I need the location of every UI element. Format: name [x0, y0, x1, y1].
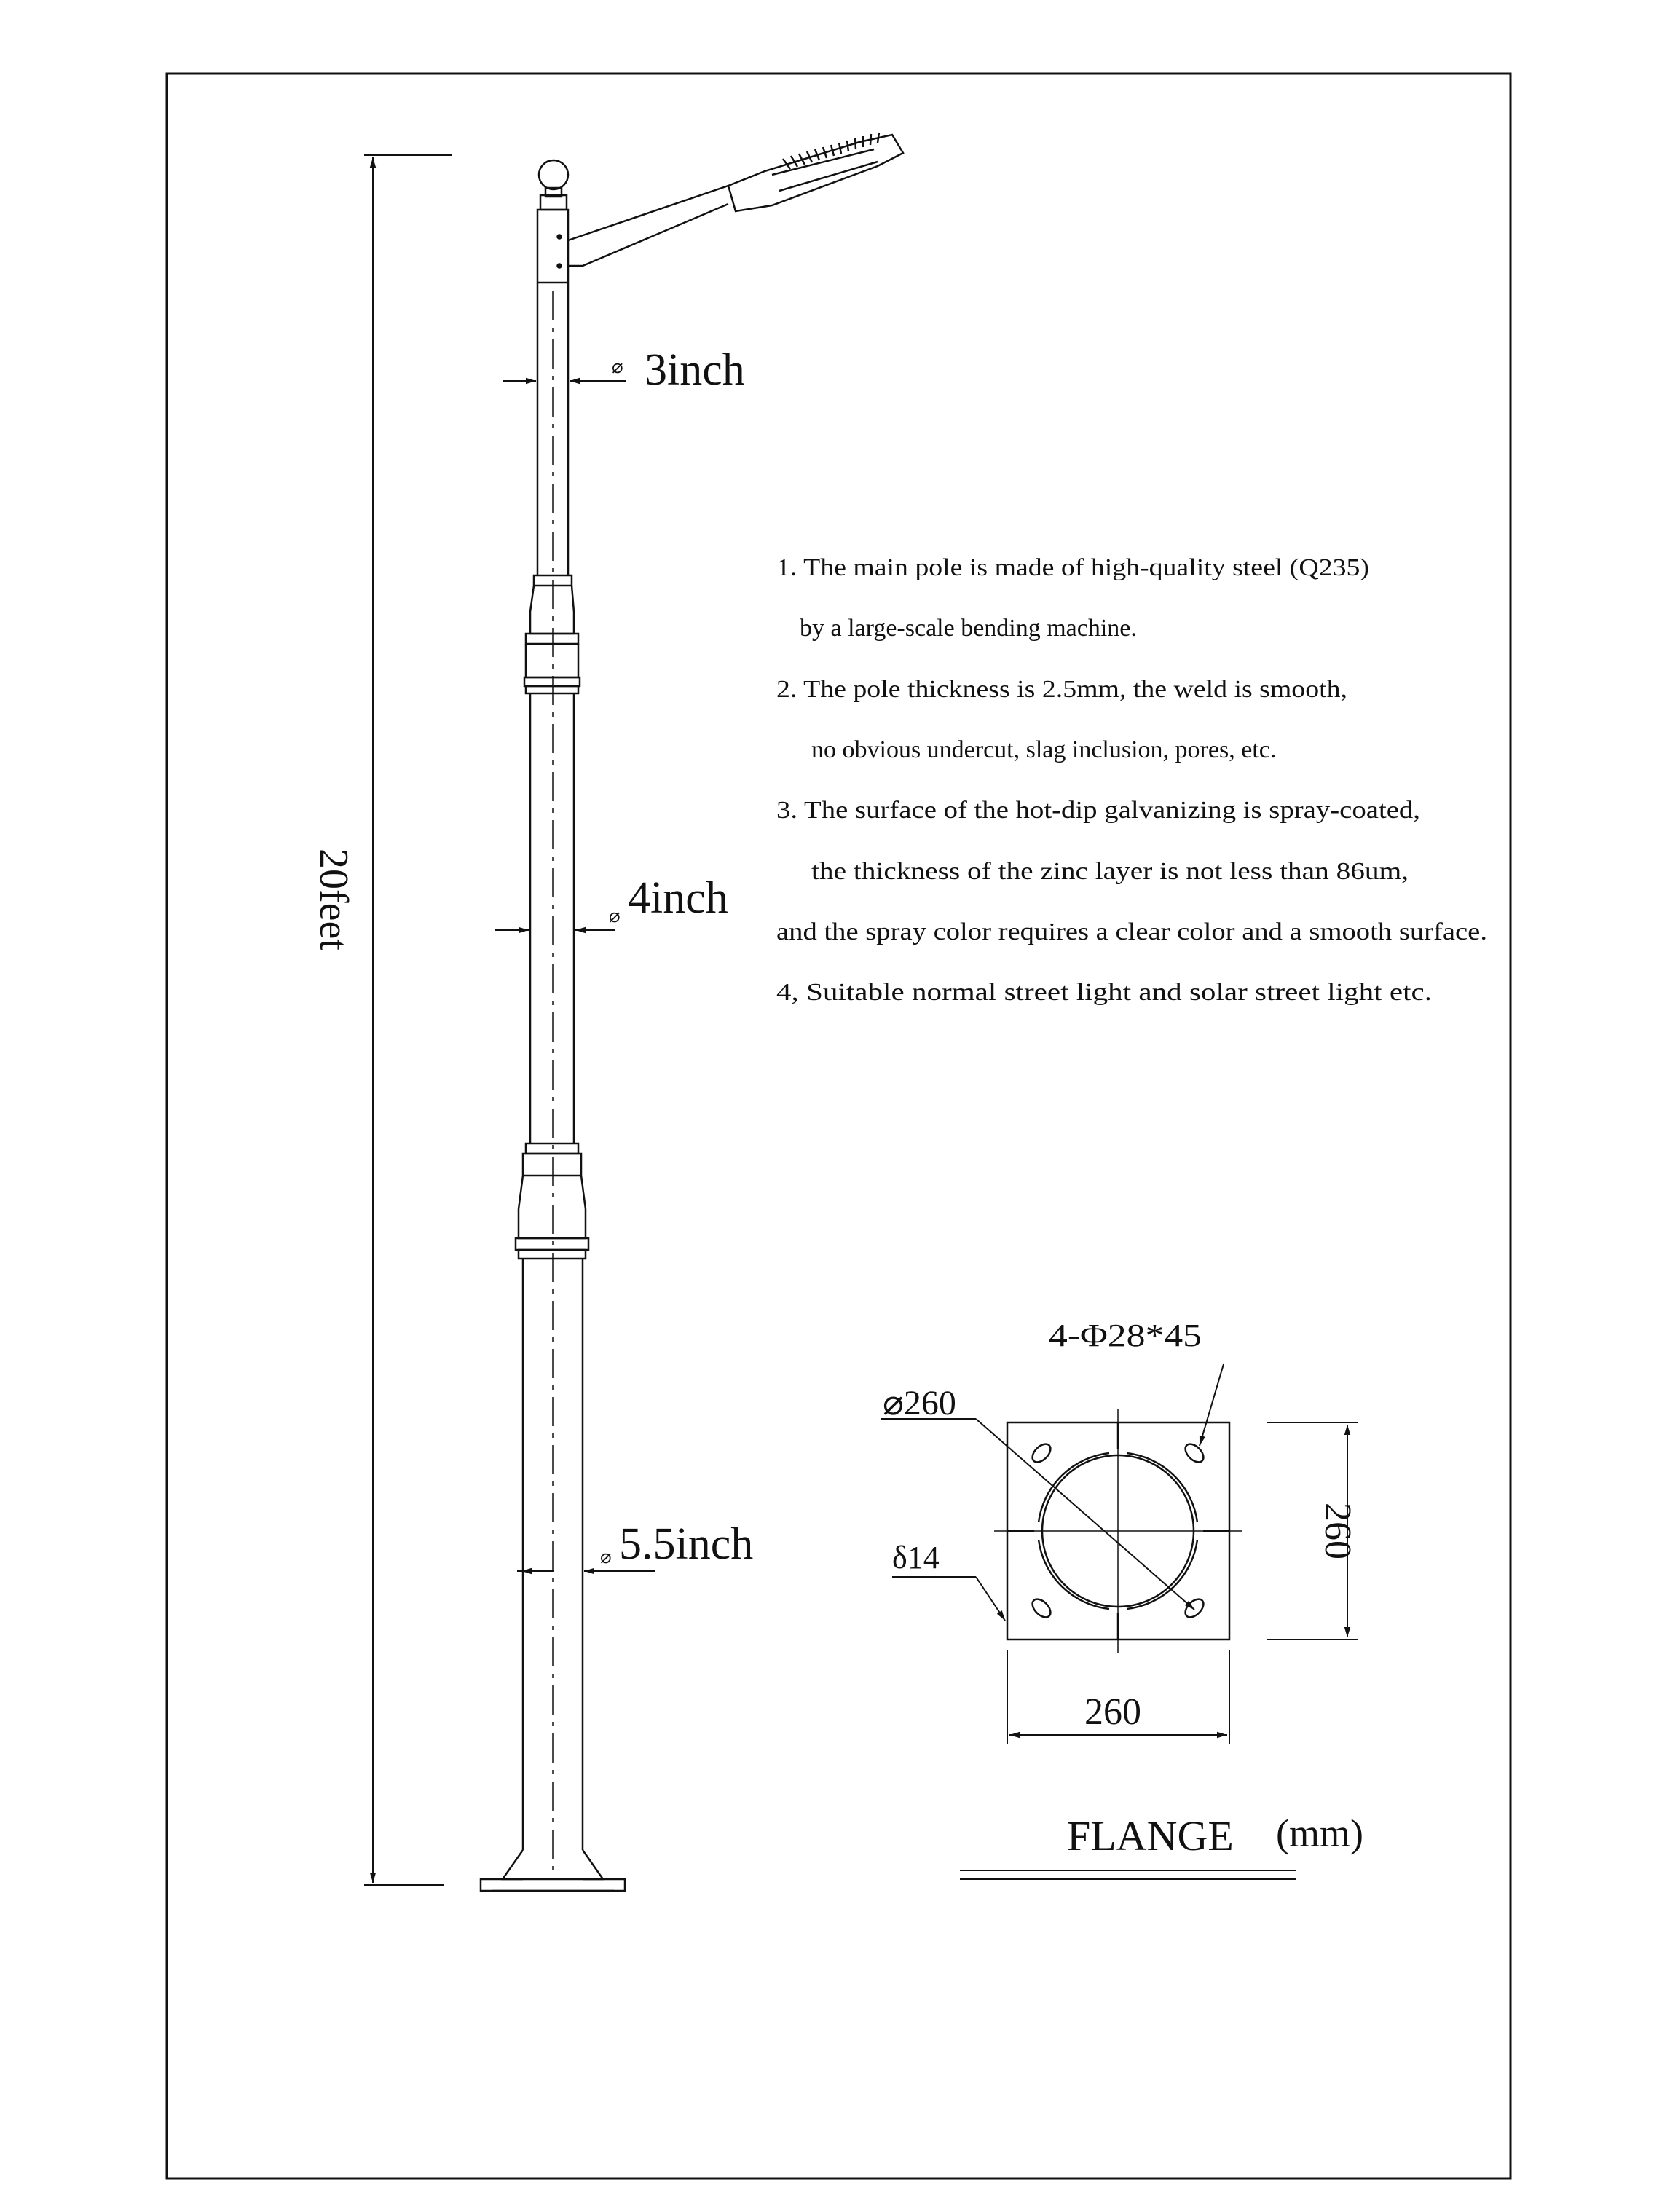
lamp-arm: [567, 184, 729, 267]
note-line-7: and the spray color requires a clear col…: [776, 918, 1487, 945]
note-line-8: 4, Suitable normal street light and sola…: [776, 979, 1432, 1006]
pole-lower-joint-collar: [524, 1142, 580, 1155]
flange-holes-label: 4-Φ28*45: [1049, 1318, 1202, 1353]
drawing-frame: [165, 72, 1512, 2180]
flange-leaders: [881, 1363, 1224, 1621]
flange-bolt-hole: [1184, 1598, 1205, 1618]
flange-bolt-hole: [1184, 1443, 1205, 1463]
note-line-3: 2. The pole thickness is 2.5mm, the weld…: [776, 676, 1347, 703]
height-dimension: [364, 154, 452, 1886]
note-line-4: no obvious undercut, slag inclusion, por…: [811, 736, 1276, 763]
flange-plate: [994, 1409, 1242, 1653]
note-line-5: 3. The surface of the hot-dip galvanizin…: [776, 797, 1420, 824]
flange-height-dimension: [1267, 1422, 1358, 1640]
flange-unit: (mm): [1276, 1811, 1363, 1855]
pole-top-section: [536, 208, 570, 284]
pole: [479, 132, 905, 1892]
top-diameter-label: 3inch: [645, 345, 745, 395]
diameter-symbol-mid: ⌀: [609, 905, 621, 926]
pole-finial-ball: [537, 159, 570, 191]
diameter-symbol-bottom: ⌀: [600, 1546, 612, 1567]
flange-thickness-label: δ14: [892, 1540, 940, 1575]
note-line-2: by a large-scale bending machine.: [800, 615, 1137, 642]
flange-circle-diameter-label: ⌀260: [883, 1384, 956, 1422]
lamp-fins: [781, 132, 881, 170]
flange-width-dimension: [1007, 1650, 1230, 1744]
pole-finial-neck: [544, 186, 563, 198]
mid-diameter-label: 4inch: [628, 873, 728, 923]
flange-bolt-hole: [1031, 1443, 1052, 1463]
flange-title: FLANGE: [1067, 1812, 1234, 1859]
lamp-head: [727, 133, 905, 213]
flange-height-label: 260: [1317, 1503, 1358, 1559]
diameter-symbol-top: ⌀: [612, 356, 623, 377]
flange-bolt-hole: [1031, 1598, 1052, 1618]
note-line-1: 1. The main pole is made of high-quality…: [776, 554, 1369, 581]
pole-base-plate: [479, 1878, 626, 1892]
height-label: 20feet: [311, 849, 356, 950]
spec-notes: 1. The main pole is made of high-quality…: [776, 554, 1487, 1006]
note-line-6: the thickness of the zinc layer is not l…: [811, 858, 1409, 885]
flange-width-label: 260: [1084, 1691, 1141, 1733]
bottom-diameter-label: 5.5inch: [619, 1519, 753, 1569]
